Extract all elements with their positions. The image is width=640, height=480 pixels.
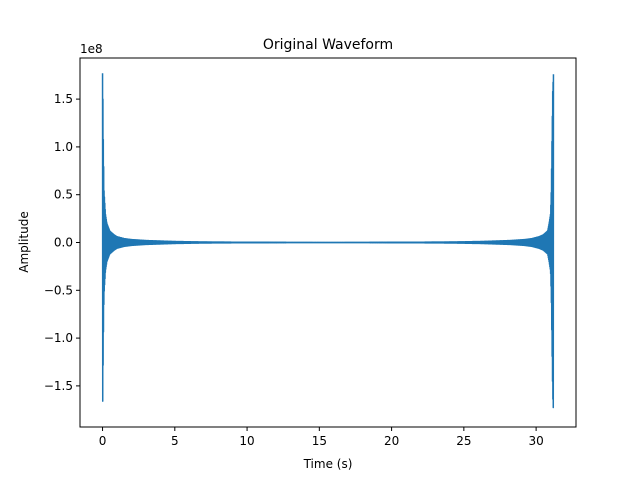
y-tick-label: 1.5 [54,92,73,106]
chart-title: Original Waveform [263,37,393,53]
x-tick-label: 5 [171,434,179,448]
x-tick-label: 15 [312,434,327,448]
y-tick-label: −1.0 [44,331,73,345]
x-axis: 0 5 10 15 20 25 30 [99,427,544,448]
y-axis: −1.5 −1.0 −0.5 0.0 0.5 1.0 1.5 [44,92,80,393]
y-tick-label: −1.5 [44,379,73,393]
y-offset-label: 1e8 [80,42,103,56]
x-tick-label: 30 [528,434,543,448]
waveform-series [101,73,555,409]
y-tick-label: 0.0 [54,236,73,250]
y-tick-label: 0.5 [54,188,73,202]
x-tick-label: 20 [384,434,399,448]
waveform-line [101,73,555,409]
y-tick-label: 1.0 [54,140,73,154]
x-axis-label: Time (s) [303,457,353,471]
y-tick-label: −0.5 [44,283,73,297]
x-tick-label: 10 [239,434,254,448]
y-axis-label: Amplitude [17,211,31,273]
x-tick-label: 25 [456,434,471,448]
x-tick-label: 0 [99,434,107,448]
